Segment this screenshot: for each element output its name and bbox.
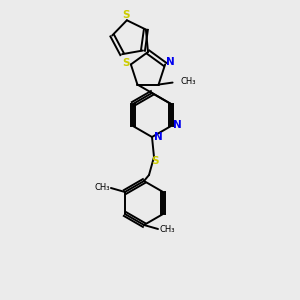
Text: CH₃: CH₃ <box>181 77 196 86</box>
Text: N: N <box>173 120 182 130</box>
Text: S: S <box>122 58 130 68</box>
Text: S: S <box>151 156 159 166</box>
Text: CH₃: CH₃ <box>159 226 175 235</box>
Text: S: S <box>122 10 130 20</box>
Text: CH₃: CH₃ <box>94 182 110 191</box>
Text: N: N <box>154 132 162 142</box>
Text: N: N <box>166 57 175 68</box>
